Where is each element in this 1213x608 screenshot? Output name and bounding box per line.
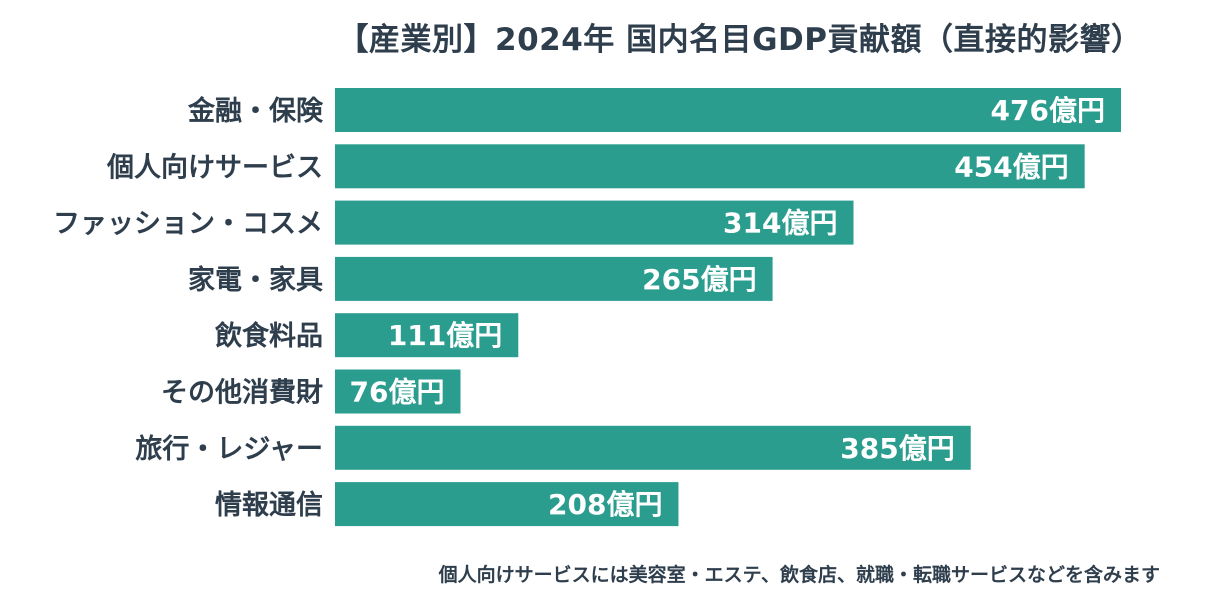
bar-row-7: 情報通信 208億円 bbox=[215, 482, 679, 527]
category-label: ファッション・コスメ bbox=[53, 209, 323, 240]
bar bbox=[335, 425, 971, 470]
data-label: 265億円 bbox=[642, 263, 756, 296]
category-label: 飲食料品 bbox=[214, 320, 323, 352]
data-label: 76億円 bbox=[350, 376, 445, 409]
data-label: 476億円 bbox=[991, 94, 1105, 127]
bar-row-5: その他消費財 76億円 bbox=[161, 369, 461, 414]
data-label: 111億円 bbox=[388, 319, 502, 352]
bar bbox=[335, 256, 773, 301]
bar-row-1: 個人向けサービス 454億円 bbox=[106, 144, 1085, 189]
category-label: 個人向けサービス bbox=[106, 151, 323, 183]
category-label: 旅行・レジャー bbox=[135, 433, 323, 465]
bar bbox=[335, 313, 519, 358]
bar-row-4: 飲食料品 111億円 bbox=[214, 313, 519, 358]
bar bbox=[335, 482, 679, 527]
footnote: 個人向けサービスには美容室・エステ、飲食店、就職・転職サービスなどを含みます bbox=[438, 564, 1160, 586]
bar bbox=[335, 88, 1121, 132]
bar-row-3: 家電・家具 265億円 bbox=[188, 256, 773, 301]
data-label: 454億円 bbox=[954, 150, 1068, 183]
bar-row-0: 金融・保険 476億円 bbox=[187, 88, 1121, 132]
category-label: 情報通信 bbox=[215, 490, 323, 521]
chart-title: 【産業別】2024年 国内名目GDP貢献額（直接的影響） bbox=[337, 22, 1143, 58]
bar-row-6: 旅行・レジャー 385億円 bbox=[135, 425, 971, 470]
bar-row-2: ファッション・コスメ 314億円 bbox=[53, 200, 854, 245]
data-label: 314億円 bbox=[723, 207, 837, 240]
data-label: 385億円 bbox=[840, 432, 954, 465]
category-label: その他消費財 bbox=[161, 378, 323, 409]
data-label: 208億円 bbox=[548, 488, 662, 521]
category-label: 家電・家具 bbox=[188, 264, 323, 296]
bar bbox=[335, 200, 854, 245]
bar bbox=[335, 369, 461, 414]
bar bbox=[335, 144, 1085, 189]
category-label: 金融・保険 bbox=[187, 95, 324, 127]
